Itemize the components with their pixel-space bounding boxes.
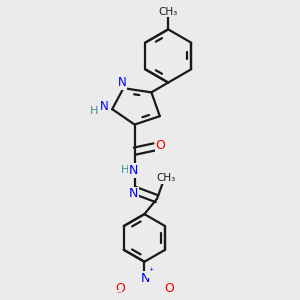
Text: H: H	[90, 106, 98, 116]
Text: N: N	[128, 164, 138, 177]
Text: CH₃: CH₃	[159, 7, 178, 17]
Text: H: H	[121, 166, 130, 176]
Text: ⁺: ⁺	[148, 267, 153, 278]
Text: CH₃: CH₃	[156, 173, 176, 183]
Text: O: O	[116, 282, 125, 295]
Text: N: N	[128, 187, 138, 200]
Text: ⁻: ⁻	[117, 291, 122, 300]
Text: N: N	[100, 100, 109, 113]
Text: N: N	[141, 272, 150, 285]
Text: O: O	[164, 282, 174, 295]
Text: N: N	[118, 76, 126, 89]
Text: O: O	[155, 139, 165, 152]
